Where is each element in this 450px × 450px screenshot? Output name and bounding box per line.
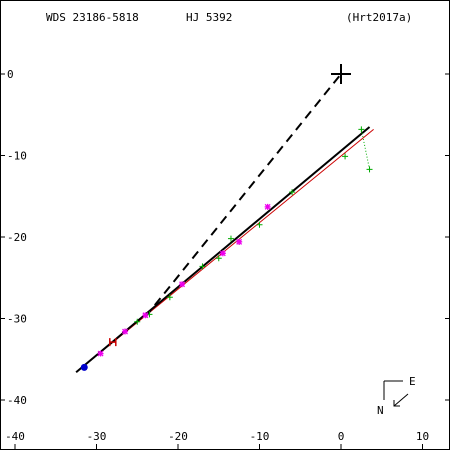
axis-ticks: -40 -30 -20 -10 0 10 0 -10 -20 -30 -40 [0,68,450,449]
observation-star-point [122,328,129,335]
wds-id-label: WDS 23186-5818 [46,11,139,24]
observation-star-point [219,250,226,257]
observation-plus-point [366,166,373,173]
motion-arrow-head [393,400,400,407]
observation-star-point [142,312,149,319]
compass-east-label: E [409,375,416,388]
x-tick-label: 0 [338,430,345,443]
y-tick-label: -10 [7,150,27,163]
fit-lines [75,73,374,374]
x-tick-label: -10 [250,430,270,443]
observation-star-point [97,350,104,357]
observation-plus-point [146,311,153,318]
y-tick-label: 0 [7,68,14,81]
observation-plus-point [289,189,296,196]
reference-label: (Hrt2017a) [346,11,412,24]
y-tick-label: -40 [7,394,27,407]
observation-points [80,64,373,371]
observation-plus-point [358,126,365,133]
observation-plus-point [256,221,263,228]
observation-plus-point [215,255,222,262]
dashed-line-to-primary [144,73,342,318]
observation-plus-point [199,263,206,270]
observation-plus-point [227,235,234,242]
compass: E N [377,375,416,417]
observation-star-point [179,281,186,288]
observation-star-point [236,238,243,245]
x-tick-label: 10 [416,430,429,443]
x-tick-label: -20 [168,430,188,443]
observation-plus-point [166,294,173,301]
x-tick-label: -40 [5,430,25,443]
y-tick-label: -30 [7,313,27,326]
recent-observation-point [109,338,117,347]
observation-star-point [264,203,271,210]
observation-plus-point [342,153,349,160]
y-tick-label: -20 [7,231,27,244]
observation-plus-point [134,318,141,325]
motion-arrow-shaft [393,393,409,407]
compass-north-label: N [377,404,384,417]
x-tick-label: -30 [87,430,107,443]
residual-line [360,129,371,170]
discoverer-label: HJ 5392 [186,11,232,24]
first-observation-point [80,363,88,371]
